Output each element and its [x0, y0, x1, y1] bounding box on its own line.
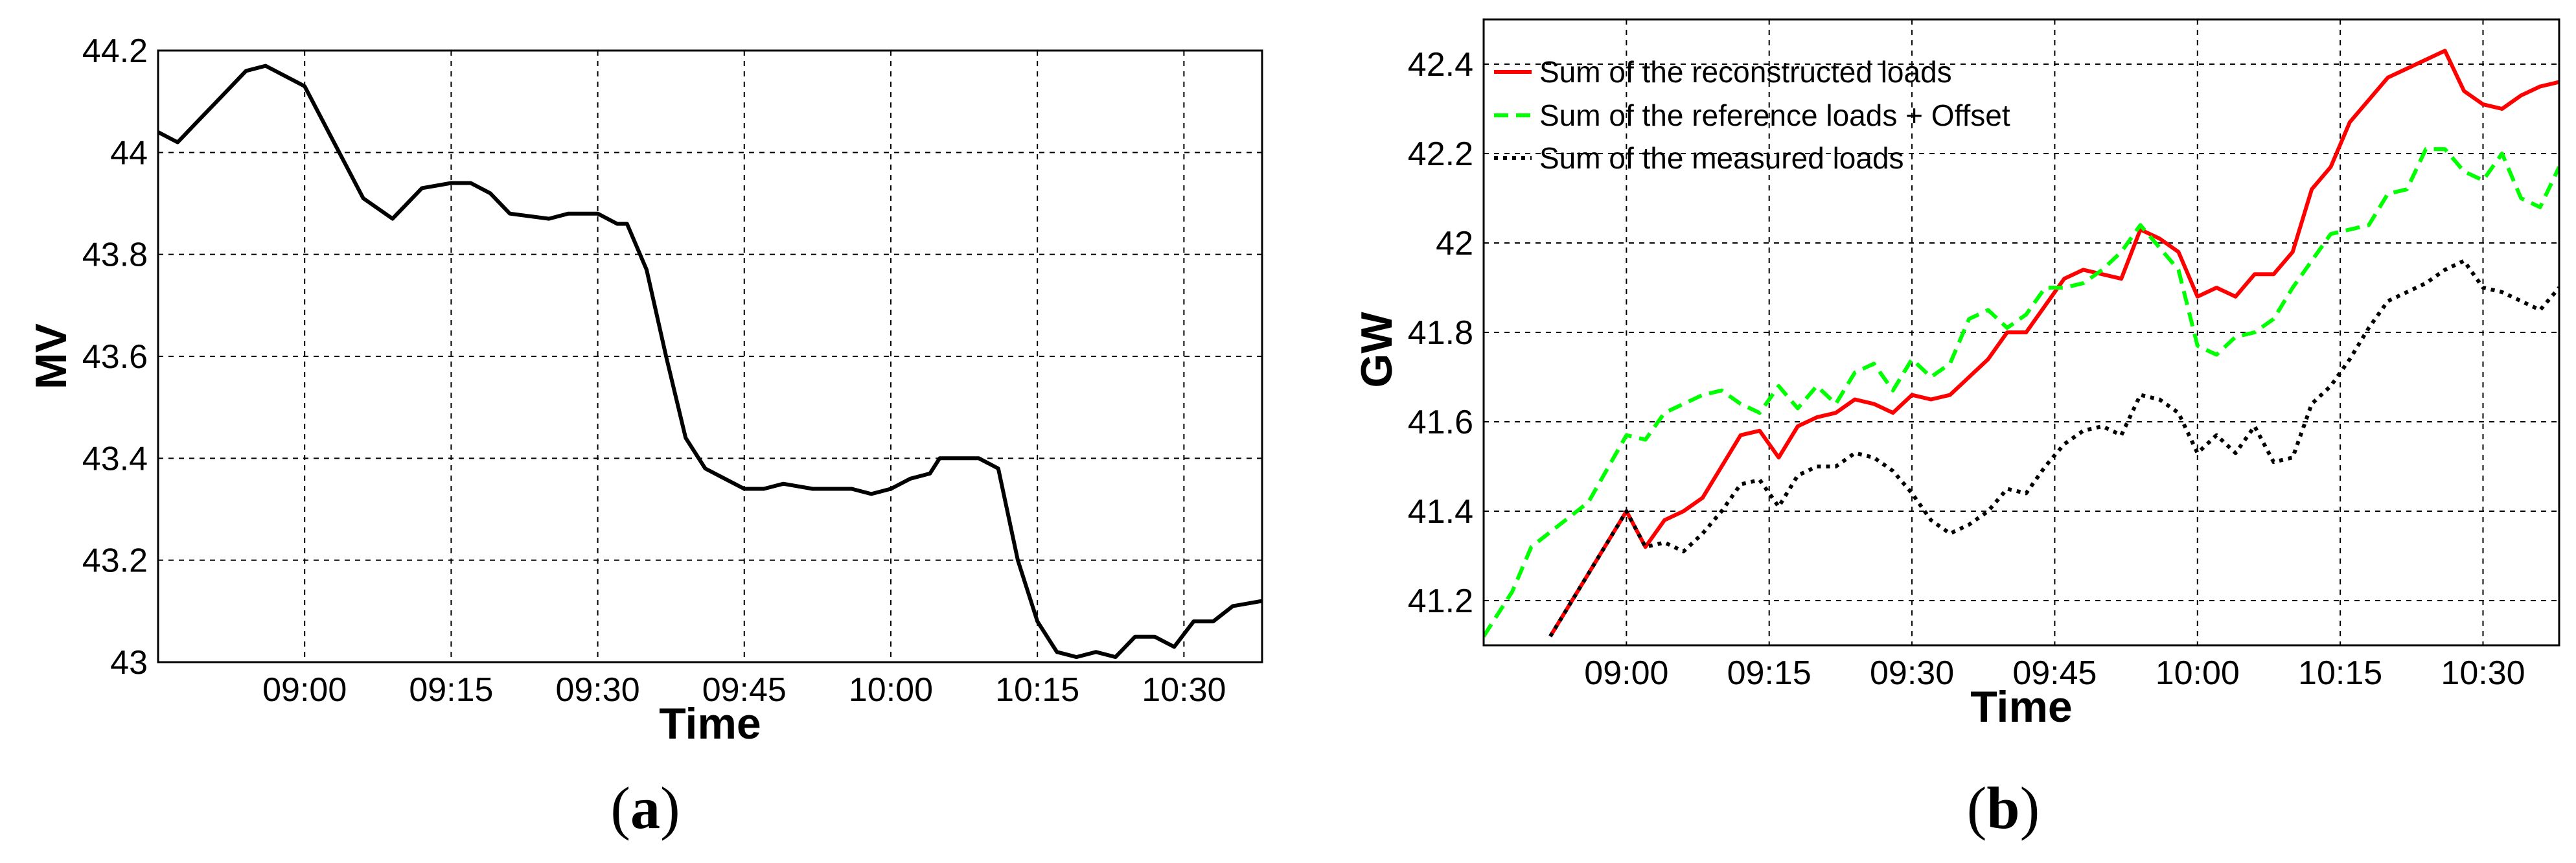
x-tick-label: 09:45: [2012, 654, 2097, 692]
y-tick-labels-b: 41.2 41.4 41.6 41.8 42 42.2 42.4: [1408, 46, 1473, 620]
x-tick-label: 10:15: [2298, 654, 2382, 692]
series-line-sum-of-the-reconstructed-loads: [1548, 49, 2559, 638]
grid-a: [158, 51, 1262, 662]
x-tick-label: 09:15: [1727, 654, 1811, 692]
x-tick-label: 09:30: [556, 671, 640, 709]
legend-label-reconstructed: Sum of the reconstructed loads: [1539, 55, 1952, 89]
y-tick-label: 43.4: [82, 440, 148, 478]
series-lines-b: [1484, 49, 2559, 638]
y-tick-label: 44.2: [82, 32, 148, 70]
y-axis-label-b: GW: [1352, 312, 1401, 388]
series-line-main: [158, 63, 1262, 660]
y-axis-label-a: MV: [27, 323, 76, 389]
plot-frame-a: [157, 49, 1263, 663]
x-tick-label: 09:00: [1584, 654, 1668, 692]
grid-b: [1484, 19, 2559, 645]
y-tick-label: 43.8: [82, 236, 148, 274]
y-tick-label: 41.4: [1408, 493, 1473, 531]
y-tick-label: 43: [110, 644, 148, 682]
x-tick-labels-a: 09:00 09:15 09:30 09:45 10:00 10:15 10:30: [262, 671, 1226, 709]
legend-label-reference: Sum of the reference loads + Offset: [1539, 98, 2010, 132]
y-tick-label: 43.2: [82, 542, 148, 580]
legend-label-measured: Sum of the measured loads: [1539, 141, 1904, 175]
y-tick-label: 42.4: [1408, 46, 1473, 84]
y-tick-label: 43.6: [82, 338, 148, 376]
x-tick-label: 10:30: [2441, 654, 2525, 692]
y-tick-label: 41.6: [1408, 404, 1473, 441]
x-tick-label: 10:00: [2156, 654, 2240, 692]
y-tick-label: 41.8: [1408, 314, 1473, 352]
y-tick-label: 42: [1436, 225, 1473, 262]
y-tick-label: 41.2: [1408, 582, 1473, 620]
x-tick-label: 09:45: [702, 671, 787, 709]
series-lines-a: [158, 63, 1262, 660]
panel-label-b: (b): [1967, 775, 2040, 841]
chart-panel-a: 43 43.2 43.4 43.6 43.8 44 44.2 09:00 09:15 09:30…: [27, 32, 1263, 841]
y-tick-label: 42.2: [1408, 135, 1473, 173]
x-axis-label-a: Time: [659, 699, 761, 748]
y-tick-label: 44: [110, 134, 148, 172]
x-tick-label: 09:15: [409, 671, 493, 709]
panel-label-a: (a): [610, 775, 680, 841]
x-tick-label: 10:30: [1142, 671, 1226, 709]
series-line-sum-of-the-measured-loads: [1548, 259, 2559, 638]
x-tick-label: 10:00: [849, 671, 933, 709]
x-tick-label: 10:15: [995, 671, 1079, 709]
x-tick-label: 09:00: [262, 671, 347, 709]
plot-frame-b: [1482, 18, 2560, 647]
legend-b: Sum of the reconstructed loads Sum of th…: [1494, 55, 2010, 175]
x-axis-label-b: Time: [1970, 682, 2072, 731]
x-tick-labels-b: 09:00 09:15 09:30 09:45 10:00 10:15 10:30: [1584, 654, 2525, 692]
y-tick-labels-a: 43 43.2 43.4 43.6 43.8 44 44.2: [82, 32, 148, 682]
x-tick-label: 09:30: [1870, 654, 1954, 692]
